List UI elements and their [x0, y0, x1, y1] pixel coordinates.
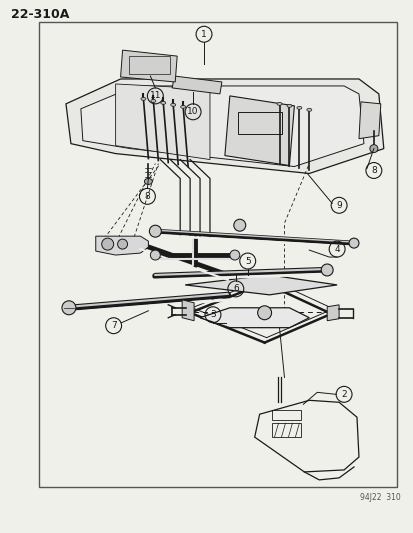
- Text: 1: 1: [201, 30, 206, 39]
- Polygon shape: [172, 76, 221, 94]
- Circle shape: [233, 219, 245, 231]
- Polygon shape: [115, 84, 209, 159]
- Ellipse shape: [180, 106, 185, 108]
- Circle shape: [257, 306, 271, 320]
- Polygon shape: [185, 275, 336, 295]
- Ellipse shape: [369, 144, 377, 152]
- Text: 9: 9: [335, 201, 341, 210]
- Circle shape: [149, 225, 161, 237]
- Text: 6: 6: [233, 285, 238, 293]
- Bar: [237, 112, 282, 134]
- Ellipse shape: [144, 179, 152, 184]
- Polygon shape: [199, 308, 309, 328]
- Polygon shape: [95, 236, 148, 255]
- Text: 94J22  310: 94J22 310: [359, 493, 400, 502]
- Polygon shape: [66, 79, 383, 173]
- Ellipse shape: [170, 103, 175, 107]
- Bar: [39, 22, 396, 487]
- Polygon shape: [81, 86, 363, 166]
- Circle shape: [320, 264, 332, 276]
- Ellipse shape: [286, 104, 291, 107]
- Text: 4: 4: [334, 245, 339, 254]
- Bar: [271, 423, 301, 437]
- Text: 3: 3: [209, 310, 215, 319]
- Circle shape: [229, 250, 239, 260]
- Text: 2: 2: [340, 390, 346, 399]
- Text: 5: 5: [244, 256, 250, 265]
- Text: 8: 8: [144, 192, 150, 201]
- Ellipse shape: [276, 102, 281, 106]
- Bar: [128, 56, 170, 74]
- Ellipse shape: [150, 99, 155, 102]
- Bar: [271, 410, 301, 420]
- Polygon shape: [120, 50, 177, 82]
- Circle shape: [62, 301, 76, 315]
- Ellipse shape: [160, 101, 165, 104]
- Circle shape: [117, 239, 127, 249]
- Polygon shape: [358, 102, 380, 139]
- Text: 22-310A: 22-310A: [11, 9, 69, 21]
- Text: 10: 10: [187, 107, 198, 116]
- Ellipse shape: [296, 107, 301, 109]
- Polygon shape: [224, 96, 294, 166]
- Polygon shape: [326, 305, 338, 321]
- Circle shape: [102, 238, 113, 250]
- Circle shape: [150, 250, 160, 260]
- Text: 11: 11: [149, 91, 161, 100]
- Text: 7: 7: [111, 321, 116, 330]
- Ellipse shape: [306, 108, 311, 111]
- Polygon shape: [182, 300, 194, 321]
- Text: 8: 8: [370, 166, 376, 175]
- Circle shape: [348, 238, 358, 248]
- Ellipse shape: [140, 98, 145, 100]
